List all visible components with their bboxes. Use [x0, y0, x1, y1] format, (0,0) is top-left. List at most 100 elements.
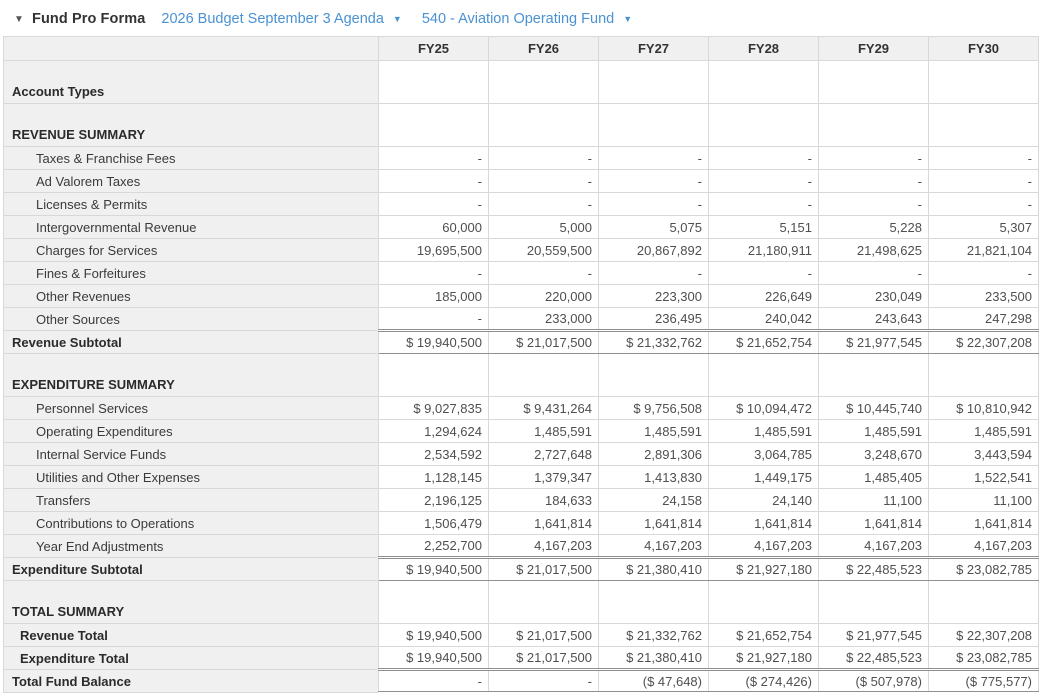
cell-fy25[interactable]: 1,128,145 [378, 465, 489, 489]
cell-fy30[interactable]: - [928, 261, 1039, 285]
cell-fy26[interactable]: - [488, 169, 599, 193]
cell-fy26[interactable]: $ 21,017,500 [488, 623, 599, 647]
cell-fy26[interactable] [488, 60, 599, 104]
cell-fy26[interactable] [488, 103, 599, 147]
cell-fy30[interactable]: 21,821,104 [928, 238, 1039, 262]
cell-fy30[interactable]: $ 10,810,942 [928, 396, 1039, 420]
cell-fy27[interactable]: - [598, 169, 709, 193]
cell-fy29[interactable]: 230,049 [818, 284, 929, 308]
cell-fy28[interactable]: 4,167,203 [708, 534, 819, 558]
cell-fy29[interactable]: $ 21,977,545 [818, 329, 929, 354]
cell-fy28[interactable]: 24,140 [708, 488, 819, 512]
cell-fy25[interactable]: - [378, 668, 489, 693]
cell-fy28[interactable]: - [708, 261, 819, 285]
cell-fy27[interactable]: ($ 47,648) [598, 668, 709, 693]
cell-fy27[interactable]: $ 21,380,410 [598, 556, 709, 581]
cell-fy27[interactable]: 223,300 [598, 284, 709, 308]
cell-fy28[interactable]: $ 21,652,754 [708, 329, 819, 354]
budget-dropdown[interactable]: 2026 Budget September 3 Agenda ▼ [161, 11, 401, 27]
cell-fy26[interactable]: 1,379,347 [488, 465, 599, 489]
cell-fy28[interactable]: ($ 274,426) [708, 668, 819, 693]
cell-fy28[interactable]: 226,649 [708, 284, 819, 308]
cell-fy30[interactable] [928, 60, 1039, 104]
cell-fy25[interactable] [378, 580, 489, 624]
cell-fy26[interactable]: 5,000 [488, 215, 599, 239]
cell-fy26[interactable]: - [488, 146, 599, 170]
cell-fy29[interactable]: $ 22,485,523 [818, 556, 929, 581]
cell-fy29[interactable]: 11,100 [818, 488, 929, 512]
cell-fy25[interactable]: $ 19,940,500 [378, 329, 489, 354]
cell-fy25[interactable] [378, 103, 489, 147]
cell-fy30[interactable]: 233,500 [928, 284, 1039, 308]
cell-fy30[interactable] [928, 103, 1039, 147]
cell-fy25[interactable]: $ 19,940,500 [378, 556, 489, 581]
cell-fy27[interactable] [598, 353, 709, 397]
cell-fy27[interactable]: 20,867,892 [598, 238, 709, 262]
cell-fy27[interactable]: $ 21,332,762 [598, 329, 709, 354]
cell-fy28[interactable]: 1,449,175 [708, 465, 819, 489]
cell-fy25[interactable]: $ 9,027,835 [378, 396, 489, 420]
cell-fy27[interactable]: 236,495 [598, 307, 709, 331]
cell-fy27[interactable] [598, 103, 709, 147]
cell-fy28[interactable]: 5,151 [708, 215, 819, 239]
cell-fy30[interactable]: 5,307 [928, 215, 1039, 239]
cell-fy28[interactable]: 1,485,591 [708, 419, 819, 443]
cell-fy25[interactable]: - [378, 192, 489, 216]
cell-fy27[interactable] [598, 580, 709, 624]
cell-fy29[interactable] [818, 580, 929, 624]
cell-fy29[interactable]: 5,228 [818, 215, 929, 239]
cell-fy28[interactable]: $ 21,652,754 [708, 623, 819, 647]
cell-fy25[interactable]: 2,196,125 [378, 488, 489, 512]
cell-fy27[interactable]: $ 21,332,762 [598, 623, 709, 647]
cell-fy27[interactable] [598, 60, 709, 104]
cell-fy26[interactable]: - [488, 192, 599, 216]
cell-fy25[interactable]: 2,252,700 [378, 534, 489, 558]
cell-fy25[interactable]: 2,534,592 [378, 442, 489, 466]
cell-fy27[interactable]: 24,158 [598, 488, 709, 512]
cell-fy30[interactable]: 1,641,814 [928, 511, 1039, 535]
cell-fy30[interactable] [928, 353, 1039, 397]
cell-fy29[interactable]: 3,248,670 [818, 442, 929, 466]
cell-fy28[interactable] [708, 103, 819, 147]
cell-fy25[interactable] [378, 60, 489, 104]
cell-fy25[interactable]: - [378, 261, 489, 285]
cell-fy30[interactable]: - [928, 192, 1039, 216]
cell-fy30[interactable]: 3,443,594 [928, 442, 1039, 466]
cell-fy26[interactable]: - [488, 668, 599, 693]
cell-fy26[interactable]: 4,167,203 [488, 534, 599, 558]
cell-fy28[interactable]: 240,042 [708, 307, 819, 331]
cell-fy27[interactable]: - [598, 146, 709, 170]
collapse-caret-icon[interactable]: ▼ [14, 13, 24, 25]
cell-fy29[interactable]: - [818, 261, 929, 285]
cell-fy28[interactable] [708, 60, 819, 104]
cell-fy28[interactable]: 3,064,785 [708, 442, 819, 466]
cell-fy26[interactable]: $ 21,017,500 [488, 646, 599, 670]
cell-fy26[interactable]: 1,641,814 [488, 511, 599, 535]
cell-fy27[interactable]: 1,413,830 [598, 465, 709, 489]
cell-fy25[interactable] [378, 353, 489, 397]
cell-fy26[interactable]: - [488, 261, 599, 285]
cell-fy29[interactable]: $ 22,485,523 [818, 646, 929, 670]
cell-fy29[interactable]: 1,641,814 [818, 511, 929, 535]
cell-fy27[interactable]: 1,641,814 [598, 511, 709, 535]
cell-fy29[interactable]: - [818, 146, 929, 170]
cell-fy26[interactable]: 1,485,591 [488, 419, 599, 443]
cell-fy26[interactable]: 2,727,648 [488, 442, 599, 466]
cell-fy25[interactable]: 185,000 [378, 284, 489, 308]
cell-fy27[interactable]: $ 9,756,508 [598, 396, 709, 420]
cell-fy28[interactable]: $ 21,927,180 [708, 556, 819, 581]
cell-fy29[interactable]: 1,485,405 [818, 465, 929, 489]
cell-fy29[interactable]: - [818, 169, 929, 193]
cell-fy29[interactable] [818, 60, 929, 104]
cell-fy26[interactable]: $ 21,017,500 [488, 556, 599, 581]
cell-fy30[interactable]: $ 23,082,785 [928, 556, 1039, 581]
cell-fy26[interactable]: $ 9,431,264 [488, 396, 599, 420]
cell-fy28[interactable]: - [708, 146, 819, 170]
cell-fy29[interactable]: 21,498,625 [818, 238, 929, 262]
cell-fy30[interactable]: 4,167,203 [928, 534, 1039, 558]
cell-fy27[interactable]: 5,075 [598, 215, 709, 239]
cell-fy30[interactable]: $ 22,307,208 [928, 623, 1039, 647]
cell-fy26[interactable]: 220,000 [488, 284, 599, 308]
cell-fy26[interactable]: $ 21,017,500 [488, 329, 599, 354]
cell-fy25[interactable]: - [378, 169, 489, 193]
